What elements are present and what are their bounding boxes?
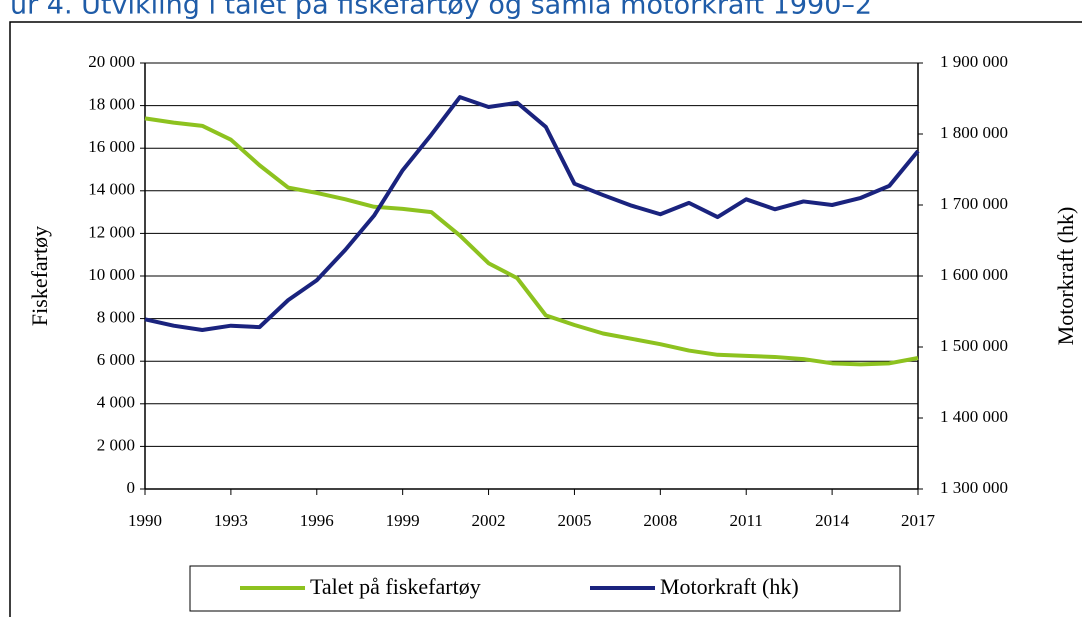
y-tick-label: 6 000 (97, 350, 135, 369)
series-line (144, 116, 919, 367)
legend-label: Talet på fiskefartøy (310, 574, 481, 599)
series-line (144, 95, 920, 332)
y-tick-label: 12 000 (88, 222, 135, 241)
y-axis-label: Fiskefartøy (27, 226, 52, 326)
legend-box (189, 565, 901, 612)
x-tick-label: 2014 (815, 511, 850, 530)
x-tick-label: 2005 (557, 511, 591, 530)
y-tick-label: 8 000 (97, 308, 135, 327)
y-tick-label: 14 000 (88, 180, 135, 199)
y-tick-label: 20 000 (88, 52, 135, 71)
x-tick-label: 2008 (643, 511, 677, 530)
x-tick-label: 1990 (128, 511, 162, 530)
y2-tick-label: 1 800 000 (940, 123, 1008, 142)
y2-tick-label: 1 600 000 (940, 265, 1008, 284)
x-tick-label: 1999 (386, 511, 420, 530)
x-tick-label: 1993 (214, 511, 248, 530)
y-tick-label: 4 000 (97, 393, 135, 412)
chart-title: ur 4. Utvikling i talet på fiskefartøy o… (10, 0, 872, 21)
y2-tick-label: 1 300 000 (940, 478, 1008, 497)
x-tick-label: 2017 (901, 511, 936, 530)
y2-axis-label: Motorkraft (hk) (1053, 207, 1078, 346)
chart-frame (9, 21, 1082, 617)
x-tick-label: 2011 (730, 511, 763, 530)
y2-tick-label: 1 900 000 (940, 52, 1008, 71)
y-tick-label: 2 000 (97, 435, 135, 454)
y2-tick-label: 1 400 000 (940, 407, 1008, 426)
x-tick-label: 2002 (472, 511, 506, 530)
x-tick-label: 1996 (300, 511, 334, 530)
y-tick-label: 16 000 (88, 137, 135, 156)
y2-tick-label: 1 500 000 (940, 336, 1008, 355)
y-tick-label: 18 000 (88, 95, 135, 114)
y-tick-label: 10 000 (88, 265, 135, 284)
y-tick-label: 0 (127, 478, 136, 497)
y2-tick-label: 1 700 000 (940, 194, 1008, 213)
legend-label: Motorkraft (hk) (660, 574, 799, 599)
